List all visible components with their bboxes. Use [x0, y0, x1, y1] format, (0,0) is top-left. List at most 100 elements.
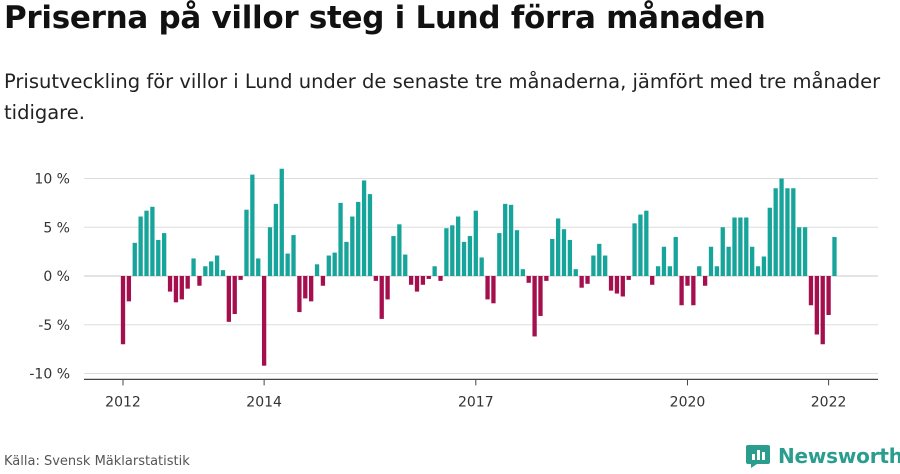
bar [209, 261, 214, 277]
bar [597, 243, 602, 276]
bar [650, 276, 655, 285]
bar-series [120, 168, 837, 366]
bar [750, 246, 755, 276]
bar [261, 276, 267, 366]
bar [620, 276, 625, 297]
bar [832, 237, 837, 276]
bar [285, 253, 290, 276]
bar [173, 276, 179, 303]
chart-subtitle: Prisutveckling för villor i Lund under d… [4, 70, 881, 124]
bar [379, 276, 384, 319]
bar [638, 214, 643, 276]
bar [526, 276, 531, 283]
bar [767, 207, 772, 276]
newsworthy-logo-icon [746, 445, 770, 468]
bar [367, 194, 373, 276]
bar [250, 174, 255, 276]
bar [744, 217, 749, 276]
bar [697, 266, 702, 276]
bar [708, 246, 714, 276]
bar [497, 233, 502, 276]
chart-title: Priserna på villor steg i Lund förra mån… [4, 0, 766, 36]
bar [491, 276, 496, 304]
bar [579, 276, 584, 288]
bar [432, 266, 437, 276]
bar [244, 209, 249, 276]
bar [344, 241, 349, 277]
bar [614, 276, 620, 294]
bar [167, 276, 173, 292]
bar [361, 180, 367, 276]
bar [667, 266, 672, 276]
bar [655, 266, 661, 276]
bar [279, 168, 284, 276]
bar [403, 254, 408, 276]
bar [391, 236, 396, 276]
bar [256, 258, 261, 276]
bar [156, 239, 161, 277]
bar [779, 178, 784, 276]
bar [303, 276, 308, 299]
bar [320, 276, 326, 286]
bar [291, 235, 296, 276]
x-tick-label: 2017 [458, 394, 494, 410]
bar [685, 276, 690, 286]
bar [144, 210, 149, 277]
bar [120, 276, 126, 345]
bar [203, 266, 208, 276]
bar [273, 203, 279, 276]
bar [191, 258, 196, 276]
bar [426, 276, 431, 279]
bar [797, 227, 802, 276]
bar [732, 217, 737, 276]
brand-logo: Newsworthy [745, 441, 900, 471]
bar [720, 227, 725, 276]
x-tick-label: 2022 [811, 394, 847, 410]
bar [214, 255, 220, 277]
bar [267, 227, 273, 276]
bar [544, 276, 549, 281]
x-tick-label: 2012 [105, 394, 141, 410]
bar [585, 276, 590, 284]
x-tick-label: 2020 [670, 394, 706, 410]
y-tick-label: -10 % [29, 367, 70, 383]
bar [555, 218, 561, 276]
bar [373, 276, 378, 281]
bar [461, 241, 467, 277]
bar [226, 276, 231, 322]
bar [661, 246, 667, 276]
bar [520, 269, 525, 276]
axes [84, 378, 878, 386]
bar [450, 225, 455, 276]
bar [150, 206, 155, 276]
bar [220, 270, 226, 276]
bar [332, 252, 337, 276]
bar [238, 276, 243, 280]
bar [309, 276, 314, 302]
bar [550, 238, 555, 276]
bar [802, 227, 808, 276]
bar [479, 257, 484, 276]
bar [314, 264, 320, 276]
bar [350, 216, 355, 276]
bar [185, 276, 190, 289]
bar [538, 276, 543, 316]
bar [773, 188, 778, 276]
y-tick-label: 5 % [43, 220, 70, 236]
bar [408, 276, 414, 285]
bar [197, 276, 202, 286]
bar [702, 276, 708, 286]
bar [591, 255, 596, 277]
bar [414, 276, 420, 292]
bar [532, 276, 537, 337]
data-label-last: 4 % [827, 0, 854, 4]
bar [514, 230, 520, 277]
bar [738, 217, 743, 276]
x-tick-label: 2014 [246, 394, 282, 410]
bar [485, 276, 490, 300]
bar [356, 201, 361, 276]
bar [132, 242, 137, 276]
bar [397, 224, 402, 276]
bar [232, 276, 237, 315]
bar [508, 204, 514, 276]
